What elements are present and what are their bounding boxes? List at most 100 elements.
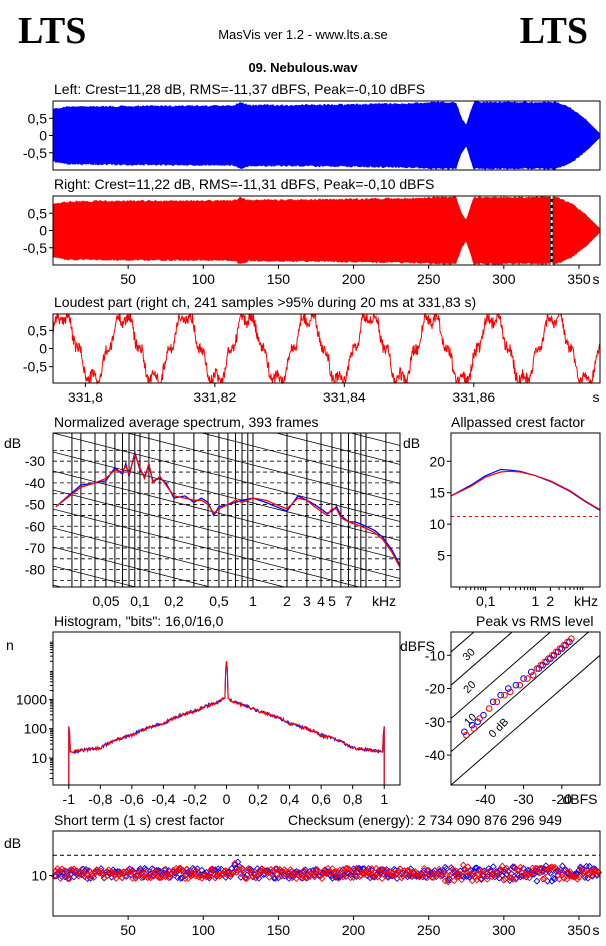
x-tick-label: 0,4	[280, 791, 300, 807]
pvr-point-left	[520, 675, 527, 682]
pvr-point-right	[548, 651, 556, 659]
y-tick-label: 10	[429, 516, 445, 532]
crest-point-right	[396, 865, 404, 873]
crest-point-right	[193, 868, 201, 876]
crest-point-right	[262, 868, 270, 876]
crest-point-right	[318, 875, 326, 882]
x-unit-label: s	[593, 922, 600, 938]
crest-point-left	[574, 870, 581, 878]
pvr-point-right	[516, 681, 524, 689]
y-tick-label: -30	[425, 714, 445, 730]
loudest-part-title: Loudest part (right ch, 241 samples >95%…	[54, 294, 477, 310]
crest-point-right	[82, 868, 90, 875]
x-tick-label: -0,4	[151, 791, 175, 807]
slope-line	[53, 565, 137, 587]
crest-point-right	[558, 871, 566, 879]
allpassed-crest-title: Allpassed crest factor	[451, 414, 585, 430]
crest-point-right	[299, 872, 306, 880]
loudest-part-chart: 0,5 0 -0,5 331,8 331,82 331,84 331,86 s	[23, 312, 601, 405]
pvr-point-right	[541, 658, 548, 666]
crest-point-right	[540, 874, 548, 882]
spectrum-right-line	[55, 452, 400, 568]
crest-point-right	[156, 874, 164, 882]
y-tick-label: -0,5	[23, 145, 47, 161]
crest-point-right	[81, 873, 89, 881]
y-tick-label: -0,5	[23, 240, 47, 256]
crest-point-right	[199, 872, 207, 880]
pvr-point-right	[556, 645, 564, 652]
crest-diagonal-line	[451, 632, 513, 686]
crest-point-right	[317, 872, 324, 880]
allpassed-crest-chart: dB 20 15 10 5 0,1 1 2 kHz	[403, 432, 601, 609]
crest-point-right	[353, 864, 361, 872]
x-tick-label: 331,82	[193, 389, 236, 405]
plot-frame	[52, 631, 401, 786]
pvr-point-left	[505, 685, 512, 692]
crest-point-right	[231, 859, 239, 867]
crest-point-right	[237, 870, 245, 878]
crest-point-right	[516, 863, 524, 871]
left-waveform-chart: 0,5 0-0,5	[23, 100, 601, 171]
crest-point-right	[506, 874, 514, 882]
crest-point-right	[183, 865, 191, 873]
x-tick-label: 350	[567, 271, 591, 287]
spectrum-chart: dB-30-40-50-60-70-800,05 0,1 0,2 0,5 1 2 3 4 5 7 k…	[4, 432, 420, 736]
crest-point-right	[171, 871, 179, 879]
crest-right-line	[450, 470, 601, 511]
waveform-envelope	[52, 195, 601, 266]
crest-point-right	[537, 864, 545, 872]
x-tick-label: -0,2	[183, 791, 207, 807]
crest-point-right	[452, 867, 460, 875]
crest-point-right	[365, 868, 373, 876]
pvr-point-left	[474, 718, 482, 726]
crest-point-right	[360, 870, 368, 878]
slope-line	[349, 433, 400, 446]
crest-point-right	[339, 873, 347, 881]
slope-line	[53, 433, 400, 522]
crest-point-right	[498, 862, 506, 870]
peak-rms-title: Peak vs RMS level	[476, 613, 594, 629]
crest-point-right	[85, 873, 93, 881]
histogram-left-line	[68, 661, 385, 785]
crest-point-left	[546, 869, 554, 877]
crest-diagonal-line	[451, 654, 600, 785]
slope-line	[33, 637, 420, 736]
crest-point-right	[151, 868, 159, 876]
crest-point-right	[450, 877, 458, 885]
crest-point-left	[479, 872, 487, 880]
crest-point-right	[118, 874, 126, 882]
slope-line	[33, 599, 420, 698]
crest-point-right	[132, 874, 140, 882]
crest-point-right	[447, 864, 455, 872]
crest-point-right	[504, 868, 512, 876]
x-tick-label: 3	[303, 593, 311, 609]
x-tick-label: -0,8	[88, 791, 112, 807]
crest-point-left	[551, 875, 559, 883]
crest-point-right	[177, 864, 185, 872]
crest-point-left	[253, 865, 261, 873]
crest-point-left	[465, 873, 473, 881]
pvr-point-right	[476, 715, 483, 722]
slope-line	[125, 433, 400, 503]
x-tick-label: 300	[492, 922, 516, 938]
x-tick-label: 1	[380, 791, 388, 807]
crest-point-right	[341, 870, 348, 878]
pvr-point-right	[560, 642, 568, 649]
pvr-point-right	[524, 675, 531, 682]
pvr-point-left	[543, 658, 550, 666]
crest-diagonal-line	[451, 632, 590, 753]
y-tick-label: -60	[25, 518, 45, 534]
crest-point-left	[237, 873, 245, 881]
crest-point-right	[126, 865, 134, 873]
y-tick-label: 0	[39, 128, 47, 144]
x-tick-label: -0,6	[120, 791, 144, 807]
crest-point-right	[577, 864, 584, 872]
loudest-waveform-line	[52, 312, 601, 385]
crest-point-right	[165, 874, 173, 882]
pvr-point-left	[558, 645, 566, 652]
crest-point-right	[369, 871, 377, 879]
crest-point-right	[297, 874, 305, 882]
